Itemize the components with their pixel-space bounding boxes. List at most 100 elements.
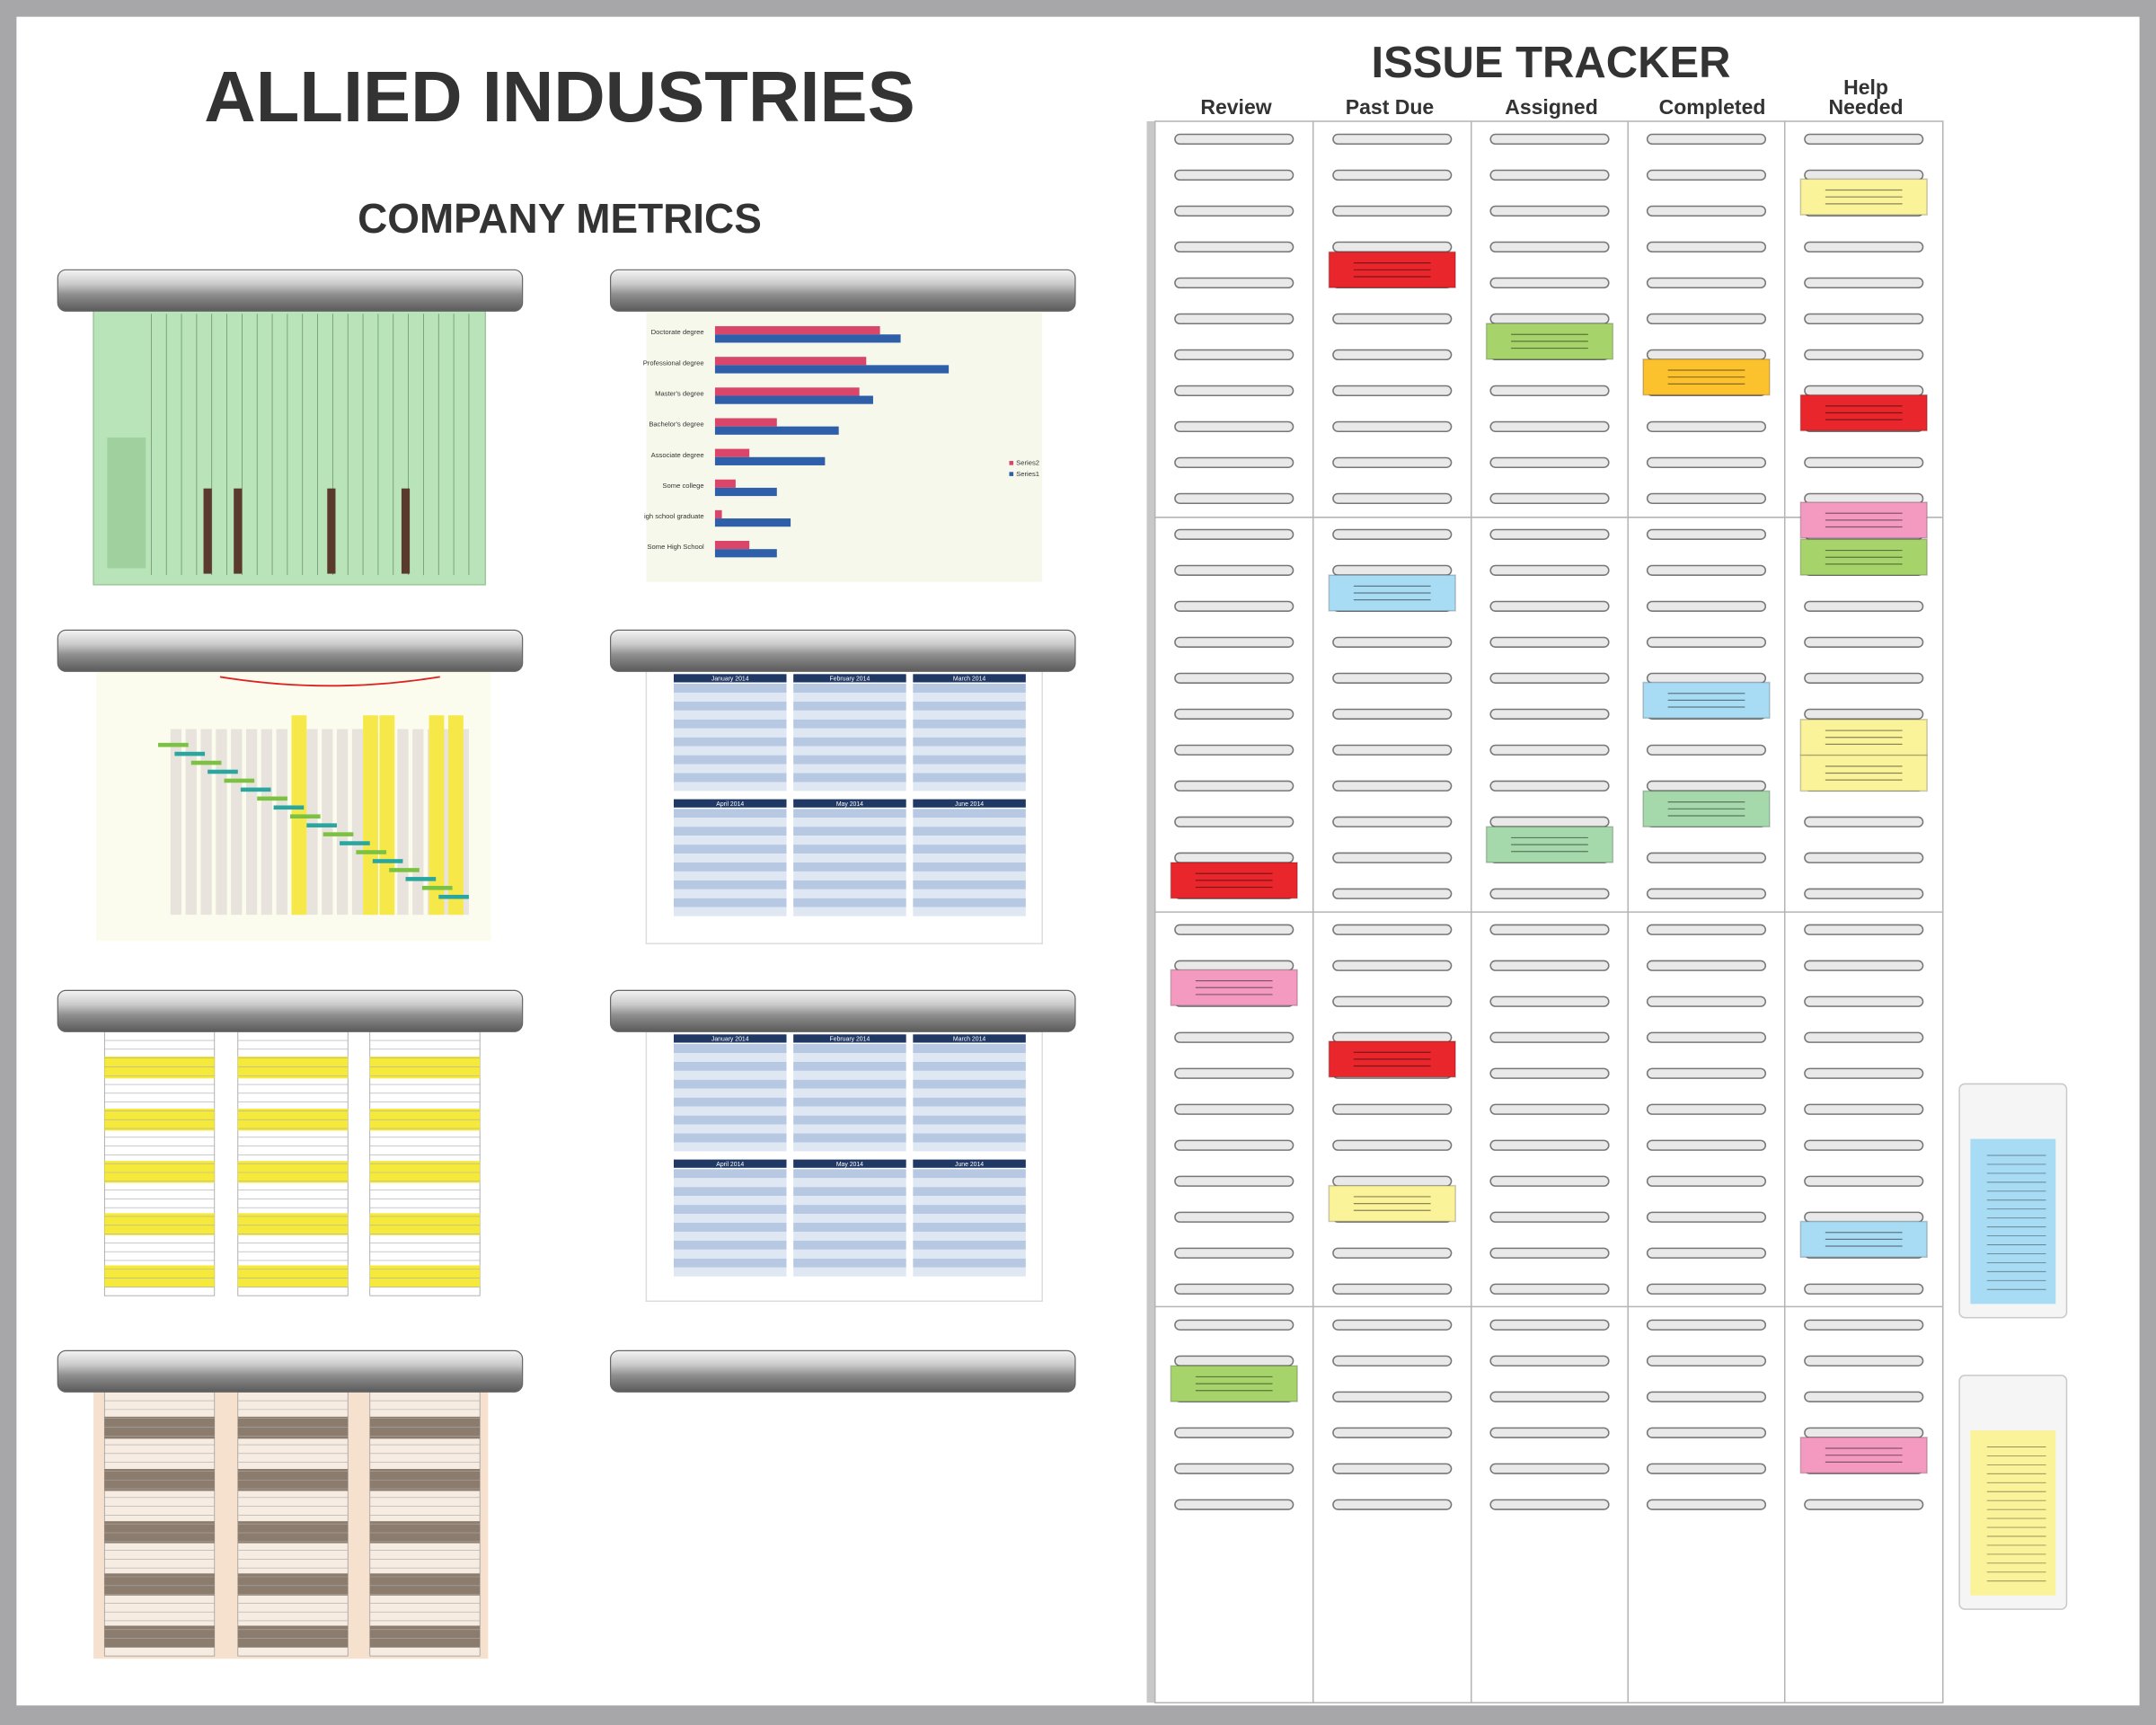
card-slot	[1174, 924, 1294, 935]
month-label: February 2014	[830, 1037, 870, 1043]
chart-bar	[714, 487, 777, 497]
gantt-task	[174, 751, 206, 756]
gantt-task	[273, 805, 305, 810]
chart-label: Bachelor's degree	[649, 420, 703, 429]
card-slot	[1332, 1139, 1453, 1151]
card-slot	[1646, 888, 1767, 899]
card-slot	[1174, 313, 1294, 324]
chart-bar	[714, 418, 777, 427]
month-label: April 2014	[716, 801, 744, 808]
card-slot	[1174, 1499, 1294, 1510]
week-row	[674, 1124, 787, 1134]
month-header	[913, 1159, 1026, 1168]
gantt-task	[438, 894, 469, 899]
card-slot	[1646, 528, 1767, 540]
month-header	[793, 1159, 906, 1168]
week-row	[793, 1088, 906, 1098]
legend-swatch	[1009, 461, 1014, 465]
card-slot	[1489, 169, 1610, 181]
week-row	[793, 692, 906, 702]
week-row	[674, 1169, 787, 1179]
week-row	[913, 1106, 1026, 1116]
schedule-band	[369, 1056, 481, 1079]
card-slot	[1332, 960, 1453, 971]
week-row	[674, 1231, 787, 1241]
card-slot	[1489, 1427, 1610, 1438]
gantt-task	[208, 769, 238, 774]
week-row	[674, 710, 787, 720]
week-row	[793, 1231, 906, 1241]
week-row	[913, 1214, 1026, 1224]
week-row	[793, 1223, 906, 1232]
gantt-task	[421, 886, 453, 890]
month-header	[913, 674, 1026, 683]
week-row	[793, 818, 906, 827]
chart-bar	[714, 334, 901, 343]
week-row	[674, 889, 787, 898]
chart-sheet	[646, 309, 1043, 582]
week-row	[913, 1115, 1026, 1125]
chart-bar	[714, 518, 791, 527]
card-slot	[1646, 672, 1767, 684]
card-slot	[1489, 1463, 1610, 1474]
week-row	[793, 1267, 906, 1277]
card-slot	[1489, 205, 1610, 217]
card-slot	[1804, 385, 1924, 396]
week-row	[793, 1133, 906, 1143]
card-slot	[1332, 1427, 1453, 1438]
issue-card	[1799, 1437, 1928, 1474]
card-slot	[1804, 349, 1924, 360]
issue-card	[1799, 1220, 1928, 1259]
card-slot	[1332, 780, 1453, 792]
pocket-card	[1970, 1430, 2056, 1596]
card-slot	[1804, 995, 1924, 1007]
gantt-task	[190, 760, 222, 765]
issue-card	[1642, 790, 1771, 827]
week-row	[674, 1133, 787, 1143]
card-slot	[1646, 313, 1767, 324]
week-row	[913, 1097, 1026, 1107]
issue-card	[1170, 862, 1298, 899]
week-row	[913, 684, 1026, 693]
gantt-col	[397, 729, 409, 916]
issue-card	[1799, 501, 1928, 539]
month-label: March 2014	[953, 677, 985, 683]
gantt-task	[372, 859, 403, 863]
form-block	[107, 438, 146, 569]
week-row	[793, 836, 906, 845]
week-row	[793, 1070, 906, 1080]
week-row	[913, 1169, 1026, 1179]
card-slot	[1646, 1391, 1767, 1402]
week-row	[793, 728, 906, 738]
card-slot	[1489, 1067, 1610, 1079]
week-row	[913, 1223, 1026, 1232]
card-slot	[1174, 636, 1294, 648]
schedule-band	[104, 1573, 215, 1596]
week-row	[913, 1088, 1026, 1098]
week-row	[913, 1196, 1026, 1206]
chart-bar	[714, 540, 750, 550]
week-row	[913, 1052, 1026, 1062]
gantt-highlight	[379, 715, 395, 916]
card-slot	[1804, 1139, 1924, 1151]
week-row	[674, 746, 787, 756]
week-row	[793, 1115, 906, 1125]
card-slot	[1174, 133, 1294, 146]
card-slot	[1646, 133, 1767, 146]
week-row	[913, 1044, 1026, 1053]
card-slot	[1174, 169, 1294, 181]
schedule-band	[369, 1416, 481, 1439]
card-slot	[1804, 852, 1924, 863]
column-header: Past Due	[1345, 95, 1435, 119]
week-row	[913, 773, 1026, 783]
chart-bar	[714, 365, 950, 374]
week-row	[913, 728, 1026, 738]
week-row	[793, 880, 906, 889]
week-row	[674, 764, 787, 774]
gantt-col	[322, 729, 333, 916]
week-row	[793, 710, 906, 720]
card-slot	[1174, 780, 1294, 792]
card-slot	[1646, 492, 1767, 504]
week-row	[913, 1070, 1026, 1080]
